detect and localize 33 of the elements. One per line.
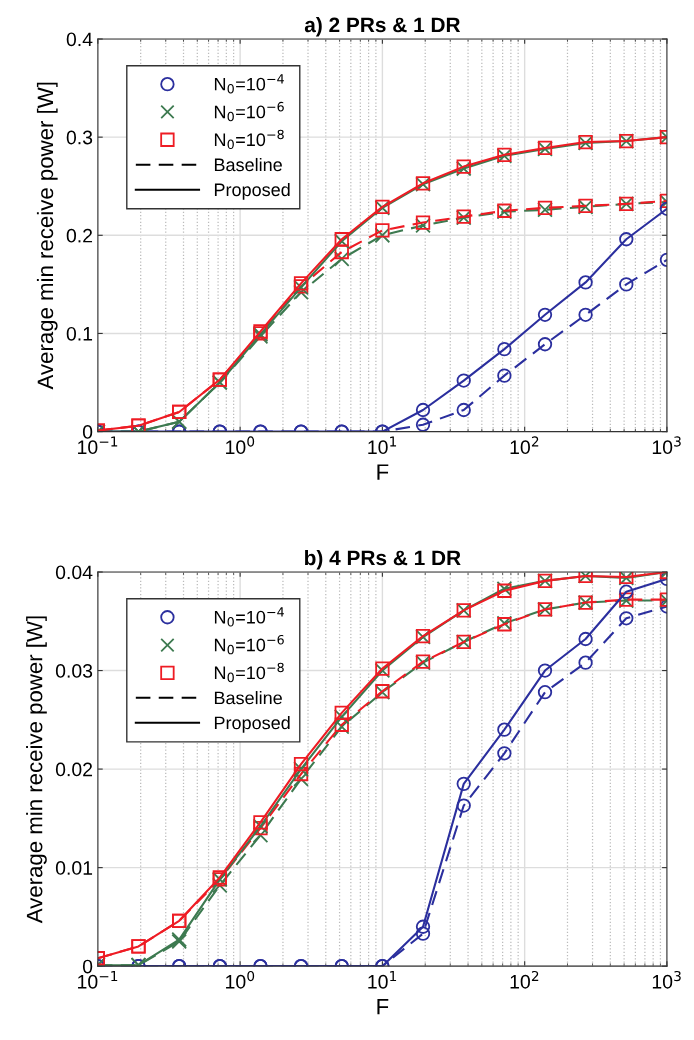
x-axis-title: F (377, 998, 389, 1015)
y-tick-label: 0.04 (55, 565, 93, 580)
legend-label: N$_{0}$=10$^{−8}$ (214, 662, 284, 683)
x-tick-label: 10$^{1}$ (368, 971, 397, 989)
x-tick-label: 10$^{3}$ (652, 436, 681, 455)
x-tick-label: 10$^{1}$ (368, 436, 397, 455)
legend-label: N$_{0}$=10$^{−4}$ (214, 607, 284, 627)
y-tick-label: 0.2 (66, 228, 93, 243)
x-tick-label: 10$^{0}$ (226, 436, 255, 455)
annotation: Proposed (214, 182, 290, 200)
y-tick-label: 0.01 (55, 861, 93, 875)
legend-label: N$_{0}$=10$^{−6}$ (214, 634, 284, 655)
y-tick-label: 0.4 (66, 32, 93, 47)
annotation: Baseline (214, 691, 282, 705)
x-tick-label: 10$^{0}$ (226, 970, 255, 989)
legend-label: N$_{0}$=10$^{−8}$ (214, 129, 284, 150)
y-axis-title: Average min receive power [W] (36, 82, 58, 390)
x-tick-label: 10$^{2}$ (510, 436, 539, 455)
x-axis-title: F (377, 464, 389, 480)
y-tick-label: 0 (82, 959, 93, 974)
y-axis-title: Average min receive power [W] (26, 616, 47, 924)
x-tick-label: 10$^{2}$ (510, 970, 539, 989)
y-tick-label: 0.1 (66, 326, 93, 341)
x-tick-label: 10$^{3}$ (652, 970, 681, 989)
chart-title: b) 4 PRs & 1 DR (305, 549, 461, 570)
y-tick-label: 0.03 (55, 664, 93, 678)
annotation: Proposed (214, 715, 290, 733)
y-tick-label: 0.02 (55, 762, 93, 777)
legend-label: N$_{0}$=10$^{−6}$ (214, 101, 284, 122)
y-tick-label: 0.3 (66, 130, 93, 145)
legend-label: N$_{0}$=10$^{−4}$ (214, 74, 284, 94)
annotation: Baseline (214, 157, 282, 172)
chart-title: a) 2 PRs & 1 DR (304, 16, 461, 37)
